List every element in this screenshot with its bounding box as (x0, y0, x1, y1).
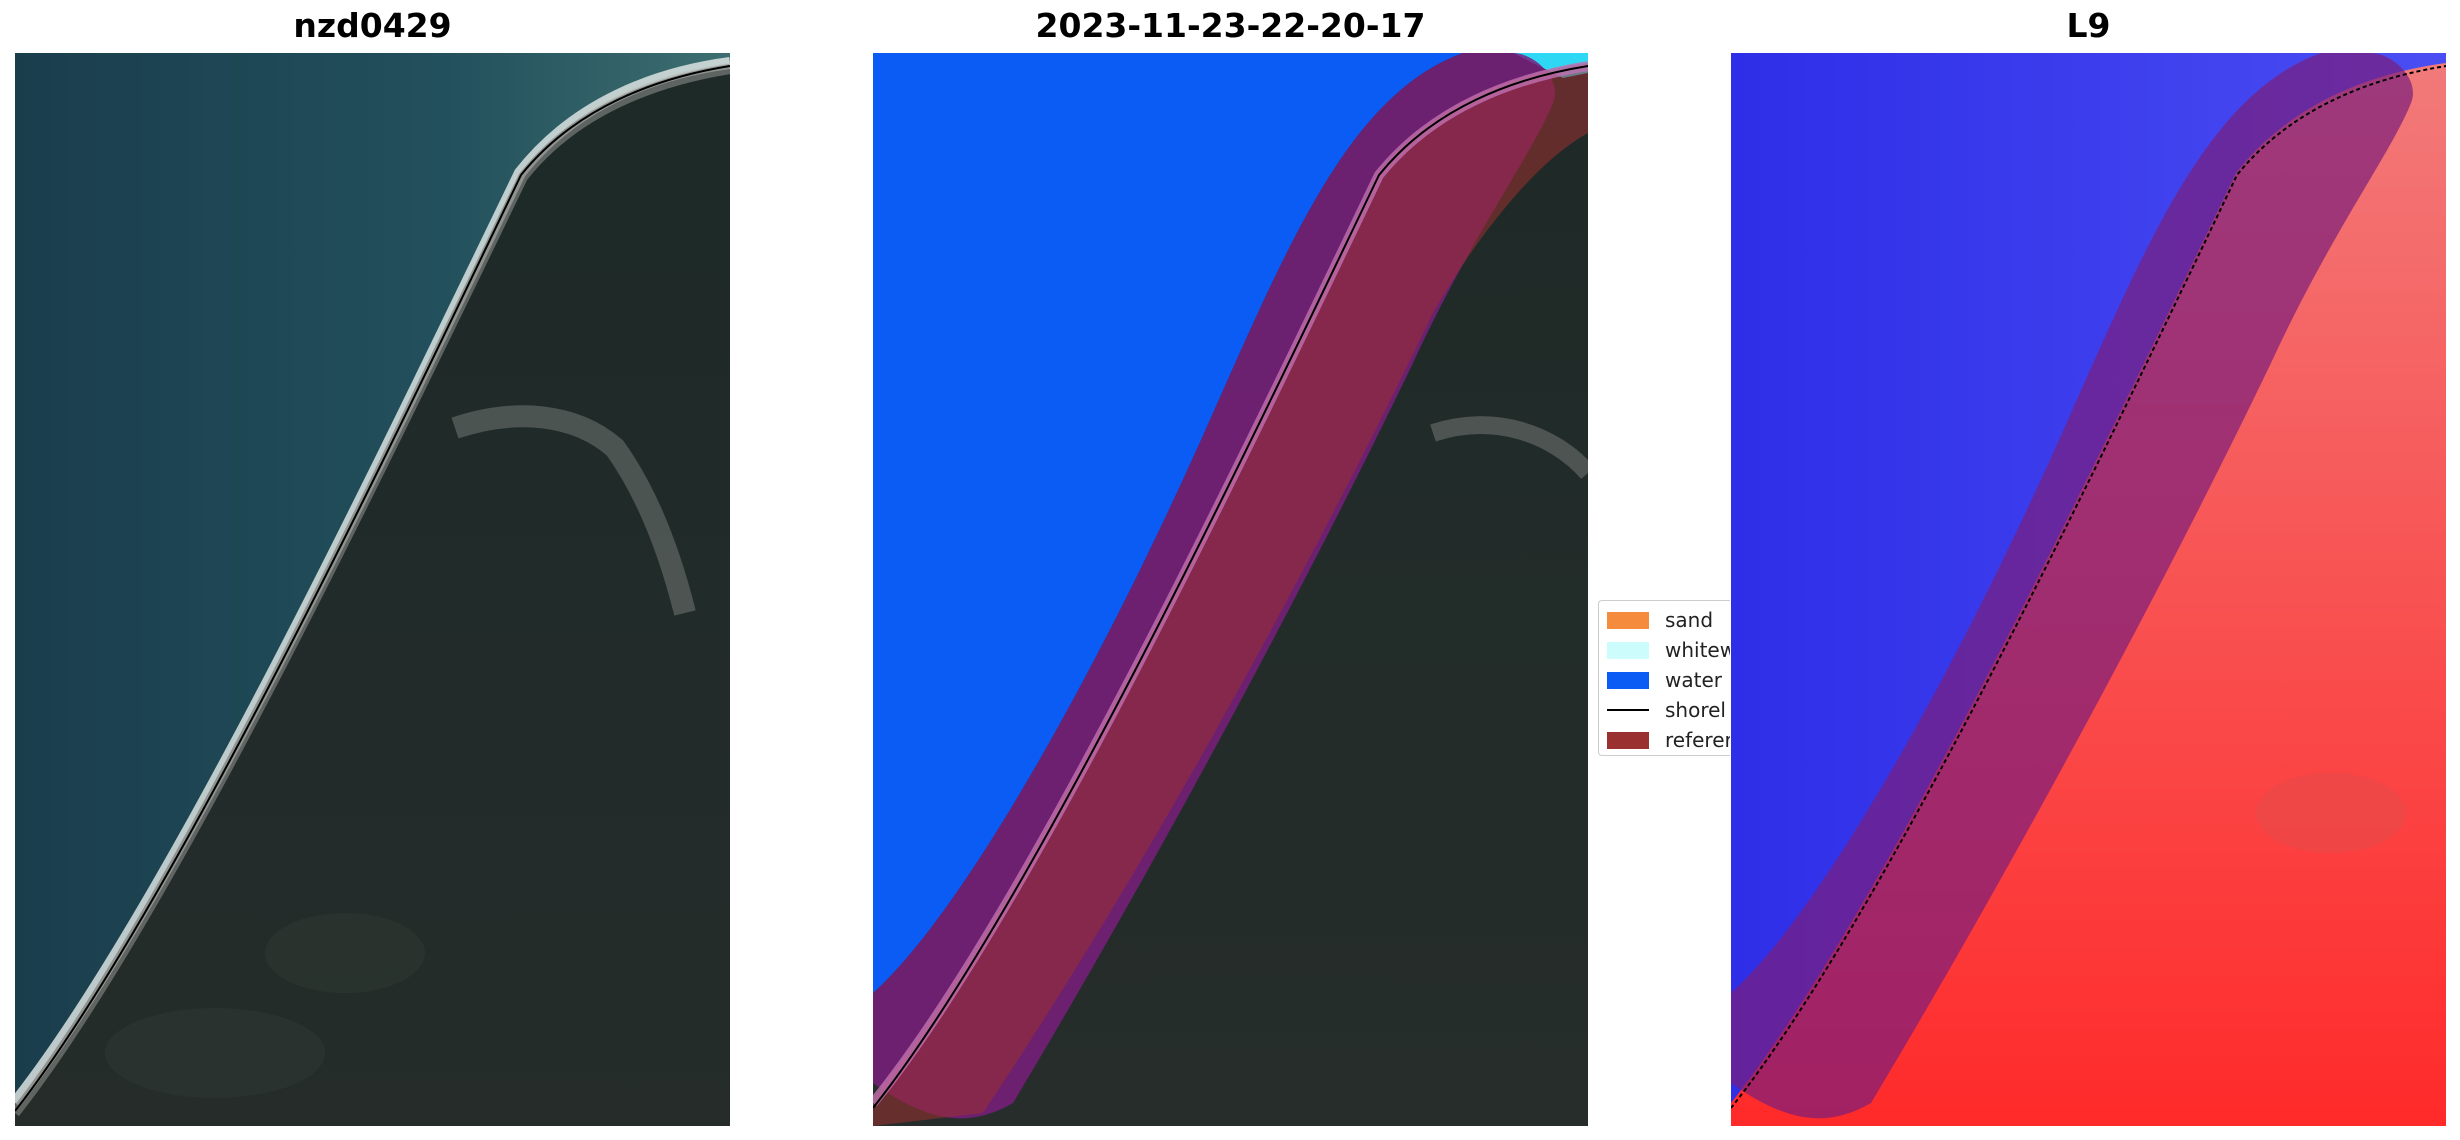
vegetation-patch (265, 913, 425, 993)
classification-panel (873, 53, 1588, 1126)
whitewater-swatch (1607, 641, 1649, 659)
reference-swatch (1607, 731, 1649, 749)
water-class-area (873, 53, 1463, 993)
sand-swatch (1607, 611, 1649, 629)
land-area (15, 63, 730, 1126)
water-swatch (1607, 671, 1649, 689)
river-channel (451, 405, 696, 616)
buffer-zone (1731, 53, 2413, 1119)
legend-item-water: water (1607, 665, 1730, 695)
legend-label: shorel (1665, 698, 1726, 722)
panel-title-classification: 2023-11-23-22-20-17 (1035, 6, 1426, 45)
legend-label: water (1665, 668, 1722, 692)
vegetation-patch (105, 1008, 325, 1098)
legend-item-sand: sand (1607, 605, 1730, 635)
legend-label: sand (1665, 608, 1714, 632)
legend-item-whitewater: whitew (1607, 635, 1730, 665)
index-patch (2256, 773, 2406, 853)
shoreline-line (1731, 65, 2446, 1109)
index-panel (1731, 53, 2446, 1126)
panel-title-image: nzd0429 (293, 6, 452, 45)
legend-label: referer (1665, 728, 1730, 752)
legend-item-shoreline: shorel (1607, 695, 1730, 725)
shoreline-swatch (1607, 709, 1649, 711)
legend-item-reference: referer (1607, 725, 1730, 755)
reference-region (873, 63, 1588, 1126)
legend: sand whitew water shorel referer (1598, 600, 1730, 756)
panel-title-index: L9 (2066, 6, 2111, 45)
shoreline-line (873, 65, 1588, 1109)
sand-beach (15, 64, 730, 1117)
legend-label: whitew (1665, 638, 1730, 662)
shoreline-line (15, 65, 730, 1112)
river-channel (1430, 416, 1588, 480)
satellite-image-panel (15, 53, 730, 1126)
